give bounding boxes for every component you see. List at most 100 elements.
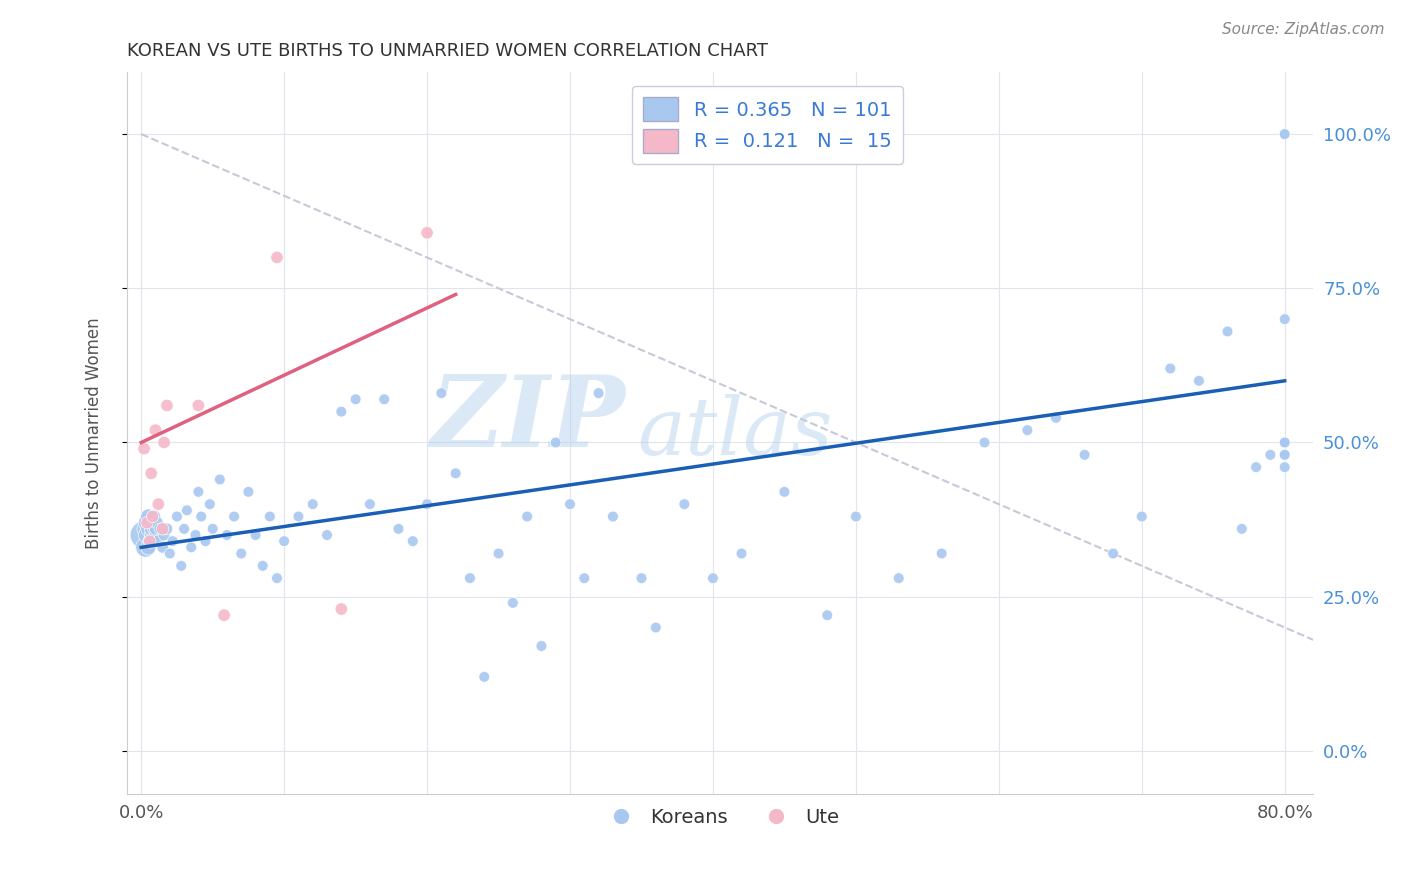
Point: [458, 571, 481, 585]
Point: [273, 534, 295, 549]
Point: [138, 522, 160, 536]
Point: [143, 509, 166, 524]
Point: [187, 399, 209, 413]
Text: Source: ZipAtlas.com: Source: ZipAtlas.com: [1222, 22, 1385, 37]
Point: [1017, 423, 1039, 437]
Point: [166, 509, 188, 524]
Point: [359, 497, 381, 511]
Point: [931, 547, 953, 561]
Point: [330, 602, 353, 616]
Point: [141, 467, 163, 481]
Point: [245, 528, 267, 542]
Point: [148, 534, 170, 549]
Point: [973, 435, 995, 450]
Point: [1216, 325, 1239, 339]
Point: [574, 571, 596, 585]
Text: atlas: atlas: [637, 394, 832, 472]
Point: [145, 522, 167, 536]
Legend: Koreans, Ute: Koreans, Ute: [593, 800, 846, 835]
Text: KOREAN VS UTE BIRTHS TO UNMARRIED WOMEN CORRELATION CHART: KOREAN VS UTE BIRTHS TO UNMARRIED WOMEN …: [127, 42, 768, 60]
Point: [190, 509, 212, 524]
Point: [194, 534, 217, 549]
Point: [201, 522, 224, 536]
Point: [301, 497, 323, 511]
Point: [430, 386, 453, 401]
Point: [259, 509, 281, 524]
Point: [132, 442, 155, 456]
Point: [145, 423, 167, 437]
Point: [416, 226, 439, 240]
Point: [266, 251, 288, 265]
Point: [1130, 509, 1153, 524]
Point: [143, 522, 166, 536]
Point: [152, 541, 174, 555]
Point: [673, 497, 696, 511]
Point: [416, 497, 439, 511]
Point: [138, 541, 160, 555]
Point: [153, 528, 176, 542]
Point: [173, 522, 195, 536]
Point: [316, 528, 339, 542]
Point: [224, 509, 246, 524]
Point: [1244, 460, 1267, 475]
Point: [139, 516, 162, 530]
Point: [134, 522, 156, 536]
Point: [231, 547, 253, 561]
Point: [472, 670, 495, 684]
Point: [142, 534, 165, 549]
Point: [141, 522, 163, 536]
Point: [730, 547, 752, 561]
Point: [330, 404, 353, 418]
Point: [142, 516, 165, 530]
Point: [152, 522, 174, 536]
Text: ZIP: ZIP: [430, 370, 626, 467]
Point: [138, 509, 160, 524]
Point: [287, 509, 309, 524]
Point: [266, 571, 288, 585]
Point: [176, 503, 198, 517]
Point: [212, 608, 235, 623]
Point: [149, 522, 172, 536]
Point: [1188, 374, 1211, 388]
Point: [502, 596, 524, 610]
Point: [702, 571, 724, 585]
Point: [1274, 435, 1296, 450]
Y-axis label: Births to Unmarried Women: Births to Unmarried Women: [86, 318, 103, 549]
Point: [252, 558, 274, 573]
Point: [516, 509, 538, 524]
Point: [402, 534, 425, 549]
Point: [488, 547, 510, 561]
Point: [198, 497, 221, 511]
Point: [544, 435, 567, 450]
Point: [170, 558, 193, 573]
Point: [773, 484, 796, 499]
Point: [145, 528, 167, 542]
Point: [1260, 448, 1282, 462]
Point: [1274, 448, 1296, 462]
Point: [142, 509, 165, 524]
Point: [135, 516, 157, 530]
Point: [238, 484, 260, 499]
Point: [156, 522, 179, 536]
Point: [1045, 410, 1067, 425]
Point: [153, 435, 176, 450]
Point: [1274, 448, 1296, 462]
Point: [1102, 547, 1125, 561]
Point: [530, 639, 553, 653]
Point: [135, 516, 157, 530]
Point: [602, 509, 624, 524]
Point: [815, 608, 838, 623]
Point: [1274, 312, 1296, 326]
Point: [134, 541, 156, 555]
Point: [344, 392, 367, 407]
Point: [630, 571, 652, 585]
Point: [1274, 448, 1296, 462]
Point: [141, 528, 163, 542]
Point: [887, 571, 910, 585]
Point: [1230, 522, 1253, 536]
Point: [1073, 448, 1095, 462]
Point: [162, 534, 184, 549]
Point: [558, 497, 581, 511]
Point: [156, 399, 179, 413]
Point: [215, 528, 238, 542]
